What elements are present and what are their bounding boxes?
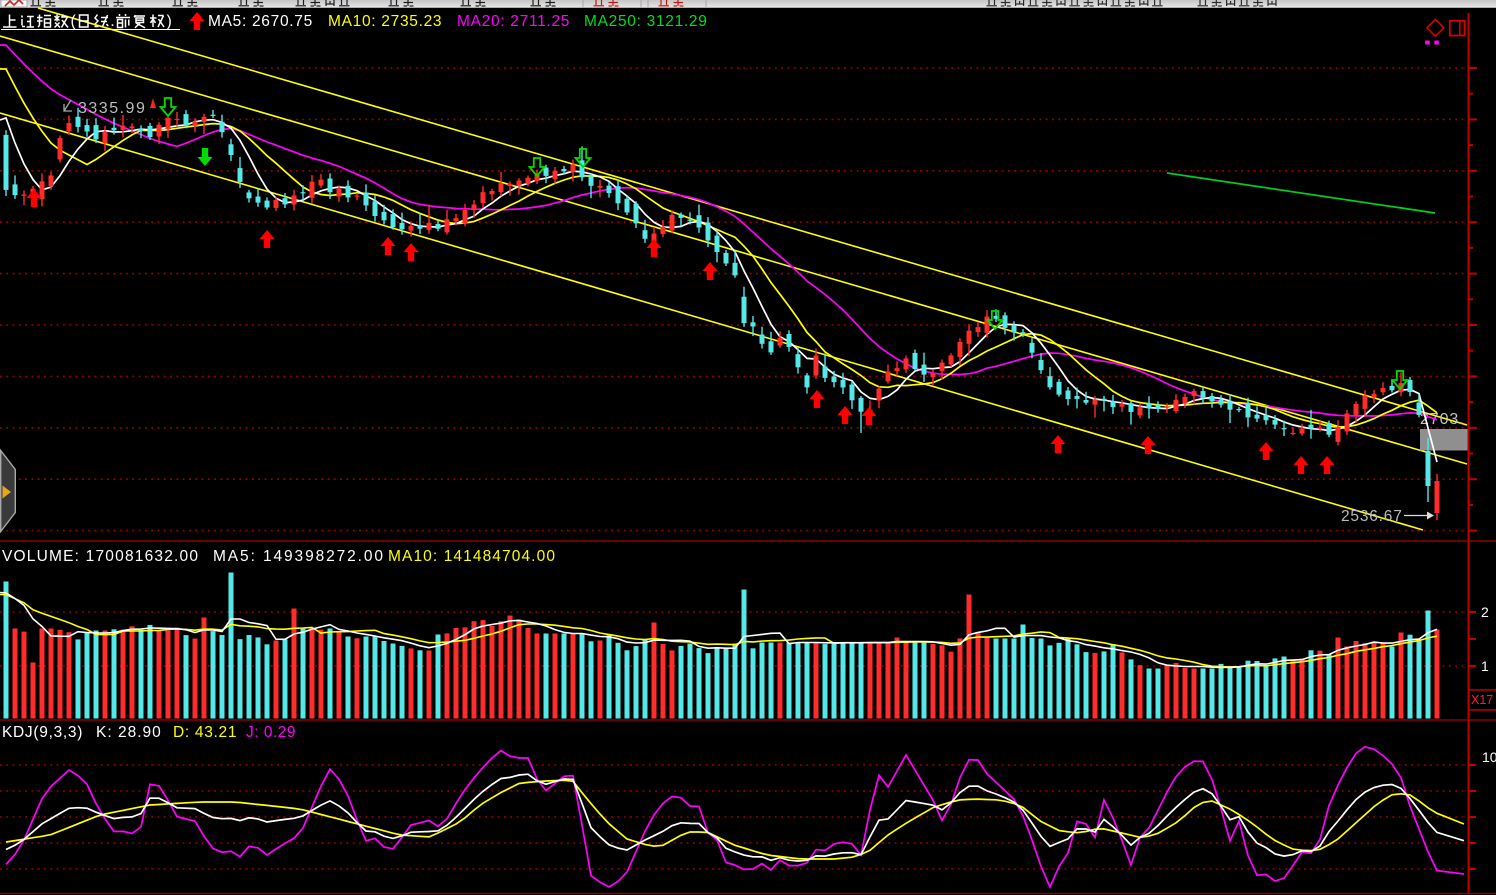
- svg-text:2536.67: 2536.67: [1341, 508, 1403, 525]
- svg-text:2703.: 2703.: [1420, 411, 1465, 428]
- svg-text:D: 43.21: D: 43.21: [173, 724, 237, 741]
- svg-text:KDJ(9,3,3): KDJ(9,3,3): [2, 724, 83, 741]
- svg-text:MA10: 141484704.00: MA10: 141484704.00: [388, 548, 556, 565]
- svg-text:J: 0.29: J: 0.29: [246, 724, 296, 741]
- svg-text:MA20: 2711.25: MA20: 2711.25: [457, 13, 570, 30]
- svg-text:MA5: 149398272.00: MA5: 149398272.00: [213, 548, 385, 565]
- svg-text:MA5: 2670.75: MA5: 2670.75: [208, 13, 313, 30]
- svg-text:K: 28.90: K: 28.90: [96, 724, 162, 741]
- svg-text:2: 2: [1481, 604, 1489, 620]
- svg-text:1: 1: [1481, 658, 1489, 674]
- svg-text:): ): [167, 13, 172, 30]
- svg-text:MA250: 3121.29: MA250: 3121.29: [584, 13, 708, 30]
- svg-text:10: 10: [1482, 749, 1496, 765]
- svg-text:.: .: [110, 13, 114, 30]
- svg-text:3335.99: 3335.99: [78, 100, 146, 117]
- svg-text:VOLUME: 170081632.00: VOLUME: 170081632.00: [2, 548, 199, 565]
- svg-text:(: (: [71, 13, 77, 30]
- svg-text:X17: X17: [1471, 693, 1493, 707]
- svg-text:MA10: 2735.23: MA10: 2735.23: [328, 13, 442, 30]
